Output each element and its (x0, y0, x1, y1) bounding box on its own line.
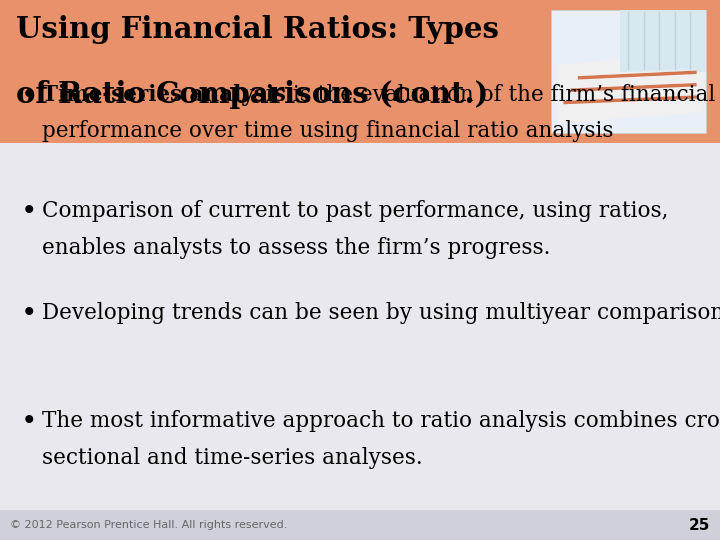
Text: Time-series analysis: Time-series analysis (42, 84, 286, 106)
Bar (0, 143, 720, 510)
Text: Comparison of current to past performance, using ratios,: Comparison of current to past performanc… (42, 200, 668, 222)
Text: Developing trends can be seen by using multiyear comparisons.: Developing trends can be seen by using m… (42, 302, 720, 325)
Text: The most informative approach to ratio analysis combines cross-: The most informative approach to ratio a… (42, 410, 720, 433)
Text: •: • (22, 410, 36, 433)
Bar (621, 10, 706, 71)
Text: performance over time using financial ratio analysis: performance over time using financial ra… (42, 120, 613, 143)
Text: of Ratio Comparisons (cont.): of Ratio Comparisons (cont.) (16, 79, 488, 109)
Text: enables analysts to assess the firm’s progress.: enables analysts to assess the firm’s pr… (42, 237, 550, 259)
Polygon shape (558, 53, 702, 123)
Bar (0, 510, 720, 540)
Text: •: • (22, 200, 36, 222)
Text: © 2012 Pearson Prentice Hall. All rights reserved.: © 2012 Pearson Prentice Hall. All rights… (10, 520, 287, 530)
Text: sectional and time-series analyses.: sectional and time-series analyses. (42, 447, 423, 469)
Bar (0, 0, 720, 143)
Text: •: • (22, 302, 36, 325)
Text: is the evaluation of the firm’s financial: is the evaluation of the firm’s financia… (286, 84, 715, 106)
Text: Using Financial Ratios: Types: Using Financial Ratios: Types (16, 15, 499, 44)
Text: 25: 25 (688, 518, 710, 532)
Text: •: • (22, 84, 36, 106)
Bar (551, 10, 706, 133)
